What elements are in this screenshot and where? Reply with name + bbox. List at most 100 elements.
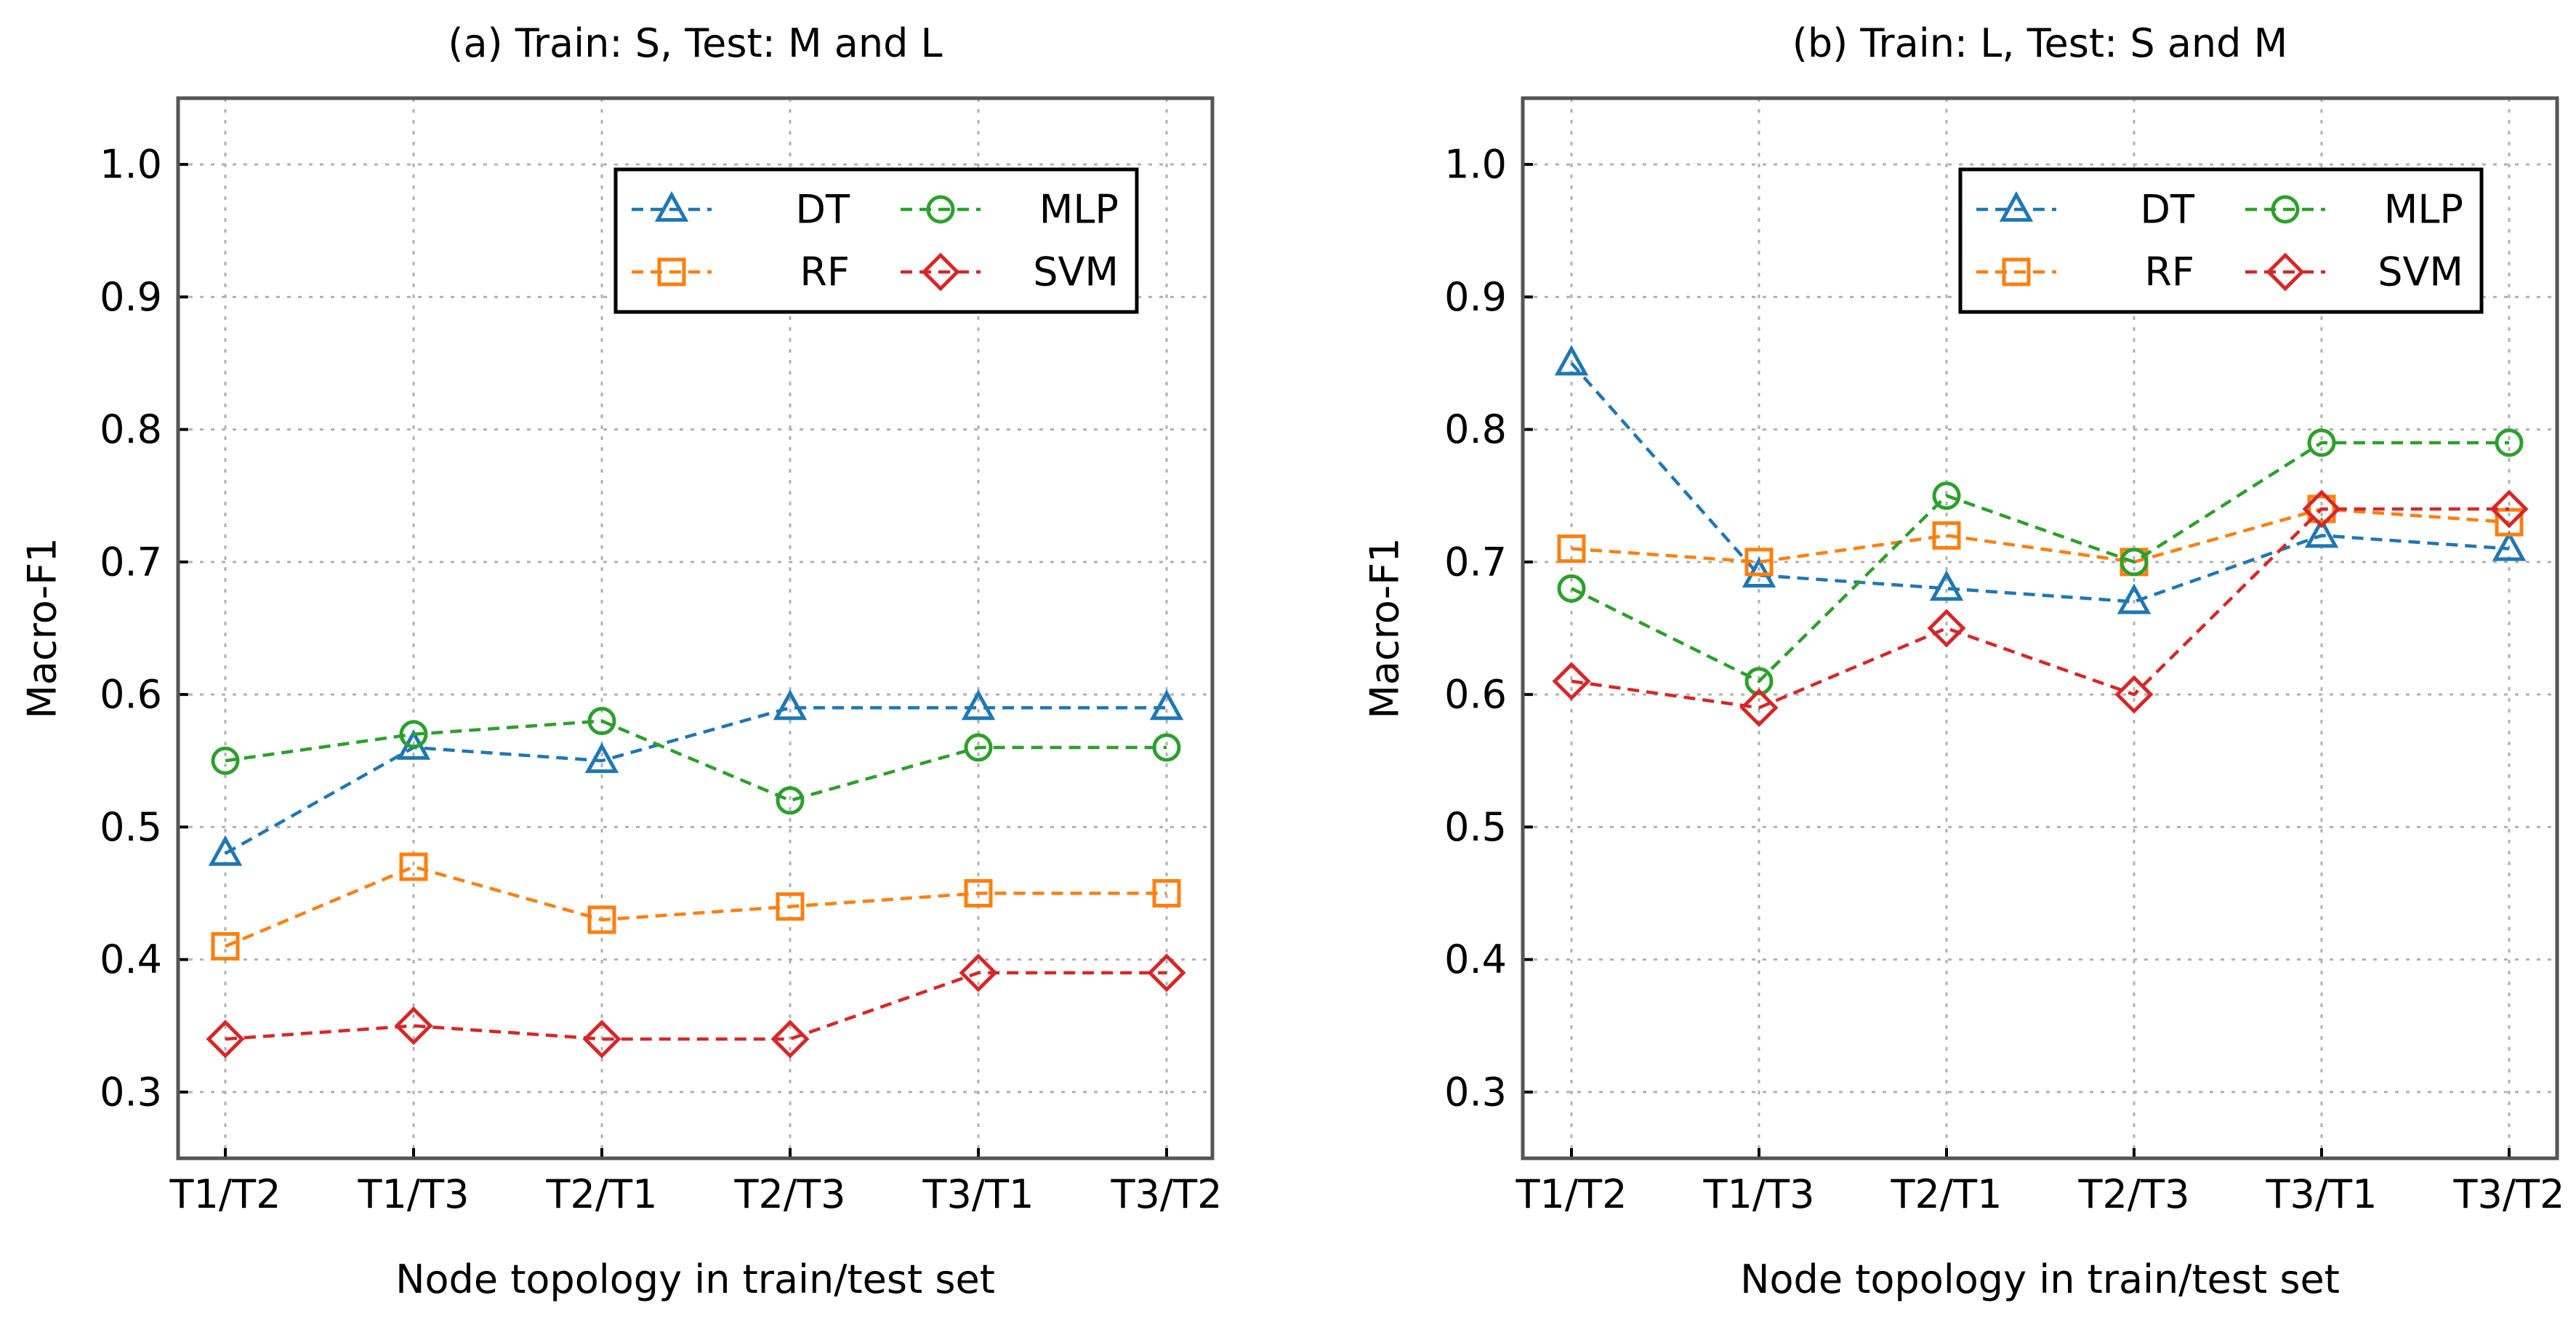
- y-axis-label: Macro-F1: [1362, 537, 1408, 718]
- y-tick-label: 0.9: [100, 274, 162, 320]
- y-tick-label: 0.6: [100, 672, 162, 718]
- legend-label: SVM: [2378, 249, 2463, 295]
- x-axis-label: Node topology in train/test set: [395, 1256, 995, 1302]
- x-tick-label: T2/T1: [1891, 1171, 2003, 1217]
- data-point-dt: [584, 742, 619, 774]
- legend: DT MLP RF SVM: [613, 167, 1139, 314]
- data-point-mlp: [2120, 548, 2149, 577]
- legend-marker-dt: [654, 191, 689, 222]
- legend-label: SVM: [1033, 249, 1119, 295]
- data-point-mlp: [211, 746, 240, 775]
- data-point-mlp: [2307, 428, 2336, 457]
- legend-entry-dt: DT: [1976, 187, 2195, 233]
- legend-entry-svm: SVM: [2245, 249, 2463, 295]
- y-tick-label: 0.5: [1444, 804, 1507, 850]
- data-point-mlp: [1152, 733, 1181, 762]
- data-point-rf: [776, 892, 805, 921]
- series-line-rf: [1571, 507, 2510, 564]
- series-dt: [208, 689, 1184, 866]
- legend-marker-rf: [2002, 257, 2031, 286]
- legend-box: [1958, 167, 2484, 314]
- data-point-rf: [2307, 494, 2336, 524]
- series-line-mlp: [225, 719, 1167, 803]
- data-point-dt: [961, 689, 996, 721]
- legend-box: [613, 167, 1139, 314]
- y-tick-label: 1.0: [1444, 142, 1507, 188]
- data-point-rf: [1744, 548, 1774, 577]
- data-point-svm: [1739, 688, 1779, 727]
- chart-panel-a: 0.3 0.4 0.5 0.6 0.7 0.8 0.9 1.0 T1/T2 T1/T3 T2/T1 T…: [20, 20, 1223, 1302]
- data-point-mlp: [1932, 481, 1961, 510]
- legend-entry-mlp: MLP: [2245, 187, 2463, 233]
- x-tick-label: T1/T2: [1516, 1171, 1627, 1217]
- legend-marker-rf: [657, 257, 686, 286]
- x-tick-label: T1/T2: [169, 1171, 281, 1217]
- data-point-rf: [399, 852, 428, 881]
- data-point-svm: [2114, 675, 2154, 714]
- y-tick-label: 1.0: [100, 142, 162, 188]
- y-tick-label: 0.4: [100, 937, 162, 982]
- data-point-mlp: [587, 707, 616, 736]
- series-line-mlp: [1571, 441, 2509, 683]
- series-line-dt: [1570, 362, 2510, 604]
- data-point-rf: [1152, 879, 1181, 907]
- data-point-svm: [394, 1006, 433, 1046]
- data-point-dt: [1149, 689, 1184, 721]
- chart-title: (b) Train: L, Test: S and M: [1792, 20, 2287, 66]
- data-point-svm: [206, 1019, 245, 1059]
- x-tick-label: T3/T2: [1111, 1171, 1223, 1217]
- data-point-rf: [211, 931, 240, 961]
- legend-label: DT: [2140, 187, 2195, 233]
- series-dt: [1554, 345, 2527, 614]
- x-tick-label: T1/T3: [1703, 1171, 1815, 1217]
- x-tick-label: T2/T3: [2078, 1171, 2190, 1217]
- x-tick-label: T3/T1: [922, 1171, 1034, 1217]
- x-tick-label: T1/T3: [358, 1171, 470, 1217]
- data-point-mlp: [2495, 428, 2524, 457]
- data-point-dt: [1929, 570, 1964, 601]
- y-tick-label: 0.8: [100, 406, 162, 452]
- plot-frame: [1521, 96, 2559, 1160]
- data-point-dt: [2117, 583, 2152, 614]
- legend-label: RF: [800, 249, 850, 295]
- data-point-mlp: [399, 720, 428, 749]
- y-tick-label: 0.3: [1444, 1069, 1507, 1115]
- legend-entry-rf: RF: [632, 249, 850, 295]
- data-point-svm: [2302, 489, 2341, 529]
- series-svm: [1552, 489, 2529, 727]
- y-tick-label: 0.9: [1444, 274, 1507, 320]
- plot-frame: [176, 96, 1215, 1160]
- y-tick-label: 0.8: [1444, 406, 1507, 452]
- data-point-rf: [1932, 521, 1961, 550]
- data-point-dt: [2304, 517, 2339, 548]
- data-point-dt: [2492, 530, 2527, 561]
- series-mlp: [211, 707, 1181, 815]
- y-tick-label: 0.3: [100, 1069, 162, 1115]
- data-point-rf: [587, 905, 616, 934]
- data-point-mlp: [1557, 574, 1586, 603]
- legend: DT MLP RF SVM: [1958, 167, 2484, 314]
- data-point-svm: [1552, 662, 1591, 701]
- data-point-svm: [2490, 489, 2529, 529]
- chart-title: (a) Train: S, Test: M and L: [448, 20, 942, 66]
- data-point-dt: [773, 689, 808, 721]
- legend-entry-rf: RF: [1976, 249, 2194, 295]
- x-tick-label: T3/T2: [2453, 1171, 2565, 1217]
- y-tick-label: 0.6: [1444, 672, 1507, 718]
- data-point-dt: [1554, 345, 1589, 376]
- legend-label: DT: [795, 187, 850, 233]
- y-tick-label: 0.7: [100, 539, 162, 585]
- series-rf: [211, 852, 1181, 961]
- data-point-mlp: [776, 786, 805, 815]
- legend-marker-svm: [921, 252, 960, 292]
- data-point-dt: [208, 835, 243, 866]
- y-tick-label: 0.5: [100, 804, 162, 850]
- x-tick-label: T2/T3: [734, 1171, 846, 1217]
- legend-entry-mlp: MLP: [901, 187, 1119, 233]
- legend-label: MLP: [1039, 187, 1119, 233]
- series-line-svm: [225, 971, 1167, 1041]
- legend-marker-mlp: [926, 195, 955, 224]
- data-point-mlp: [964, 733, 993, 762]
- data-point-svm: [582, 1019, 621, 1059]
